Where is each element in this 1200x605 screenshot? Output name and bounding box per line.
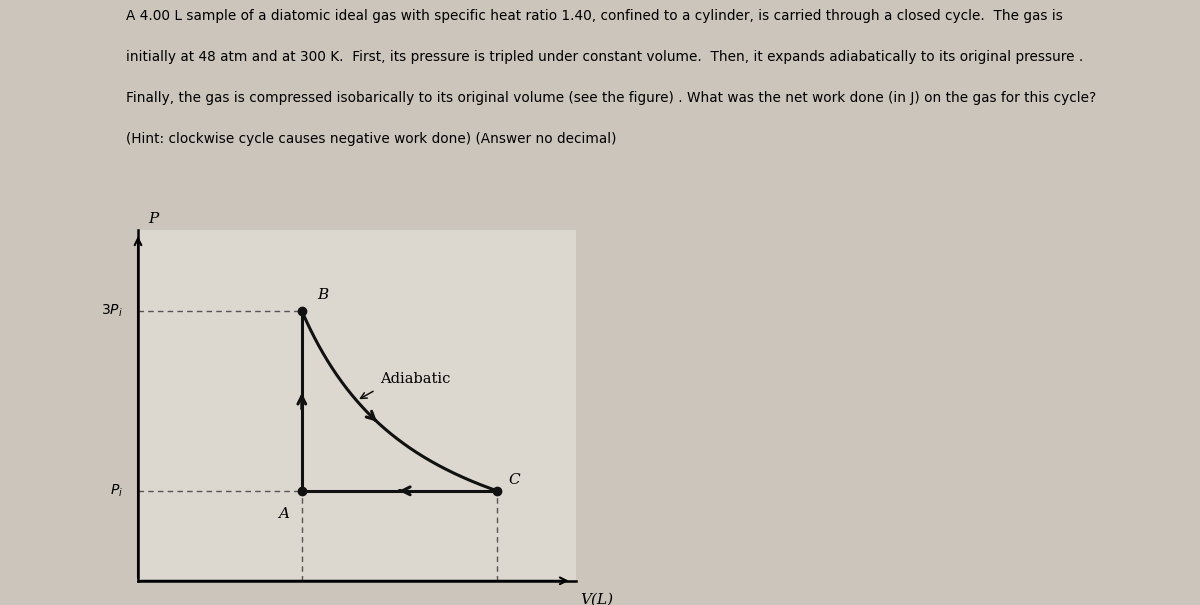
Text: (Hint: clockwise cycle causes negative work done) (Answer no decimal): (Hint: clockwise cycle causes negative w… (126, 132, 617, 146)
Text: Finally, the gas is compressed isobarically to its original volume (see the figu: Finally, the gas is compressed isobarica… (126, 91, 1097, 105)
Text: A 4.00 L sample of a diatomic ideal gas with specific heat ratio 1.40, confined : A 4.00 L sample of a diatomic ideal gas … (126, 9, 1063, 23)
Text: initially at 48 atm and at 300 K.  First, its pressure is tripled under constant: initially at 48 atm and at 300 K. First,… (126, 50, 1084, 64)
Text: C: C (508, 473, 520, 487)
Text: A: A (277, 506, 289, 521)
Text: V(L): V(L) (581, 593, 613, 605)
Text: $P_i$: $P_i$ (109, 483, 122, 499)
Text: $3P_i$: $3P_i$ (101, 302, 122, 319)
Text: Adiabatic: Adiabatic (380, 373, 450, 387)
Text: B: B (317, 288, 329, 302)
Text: P: P (149, 212, 158, 226)
